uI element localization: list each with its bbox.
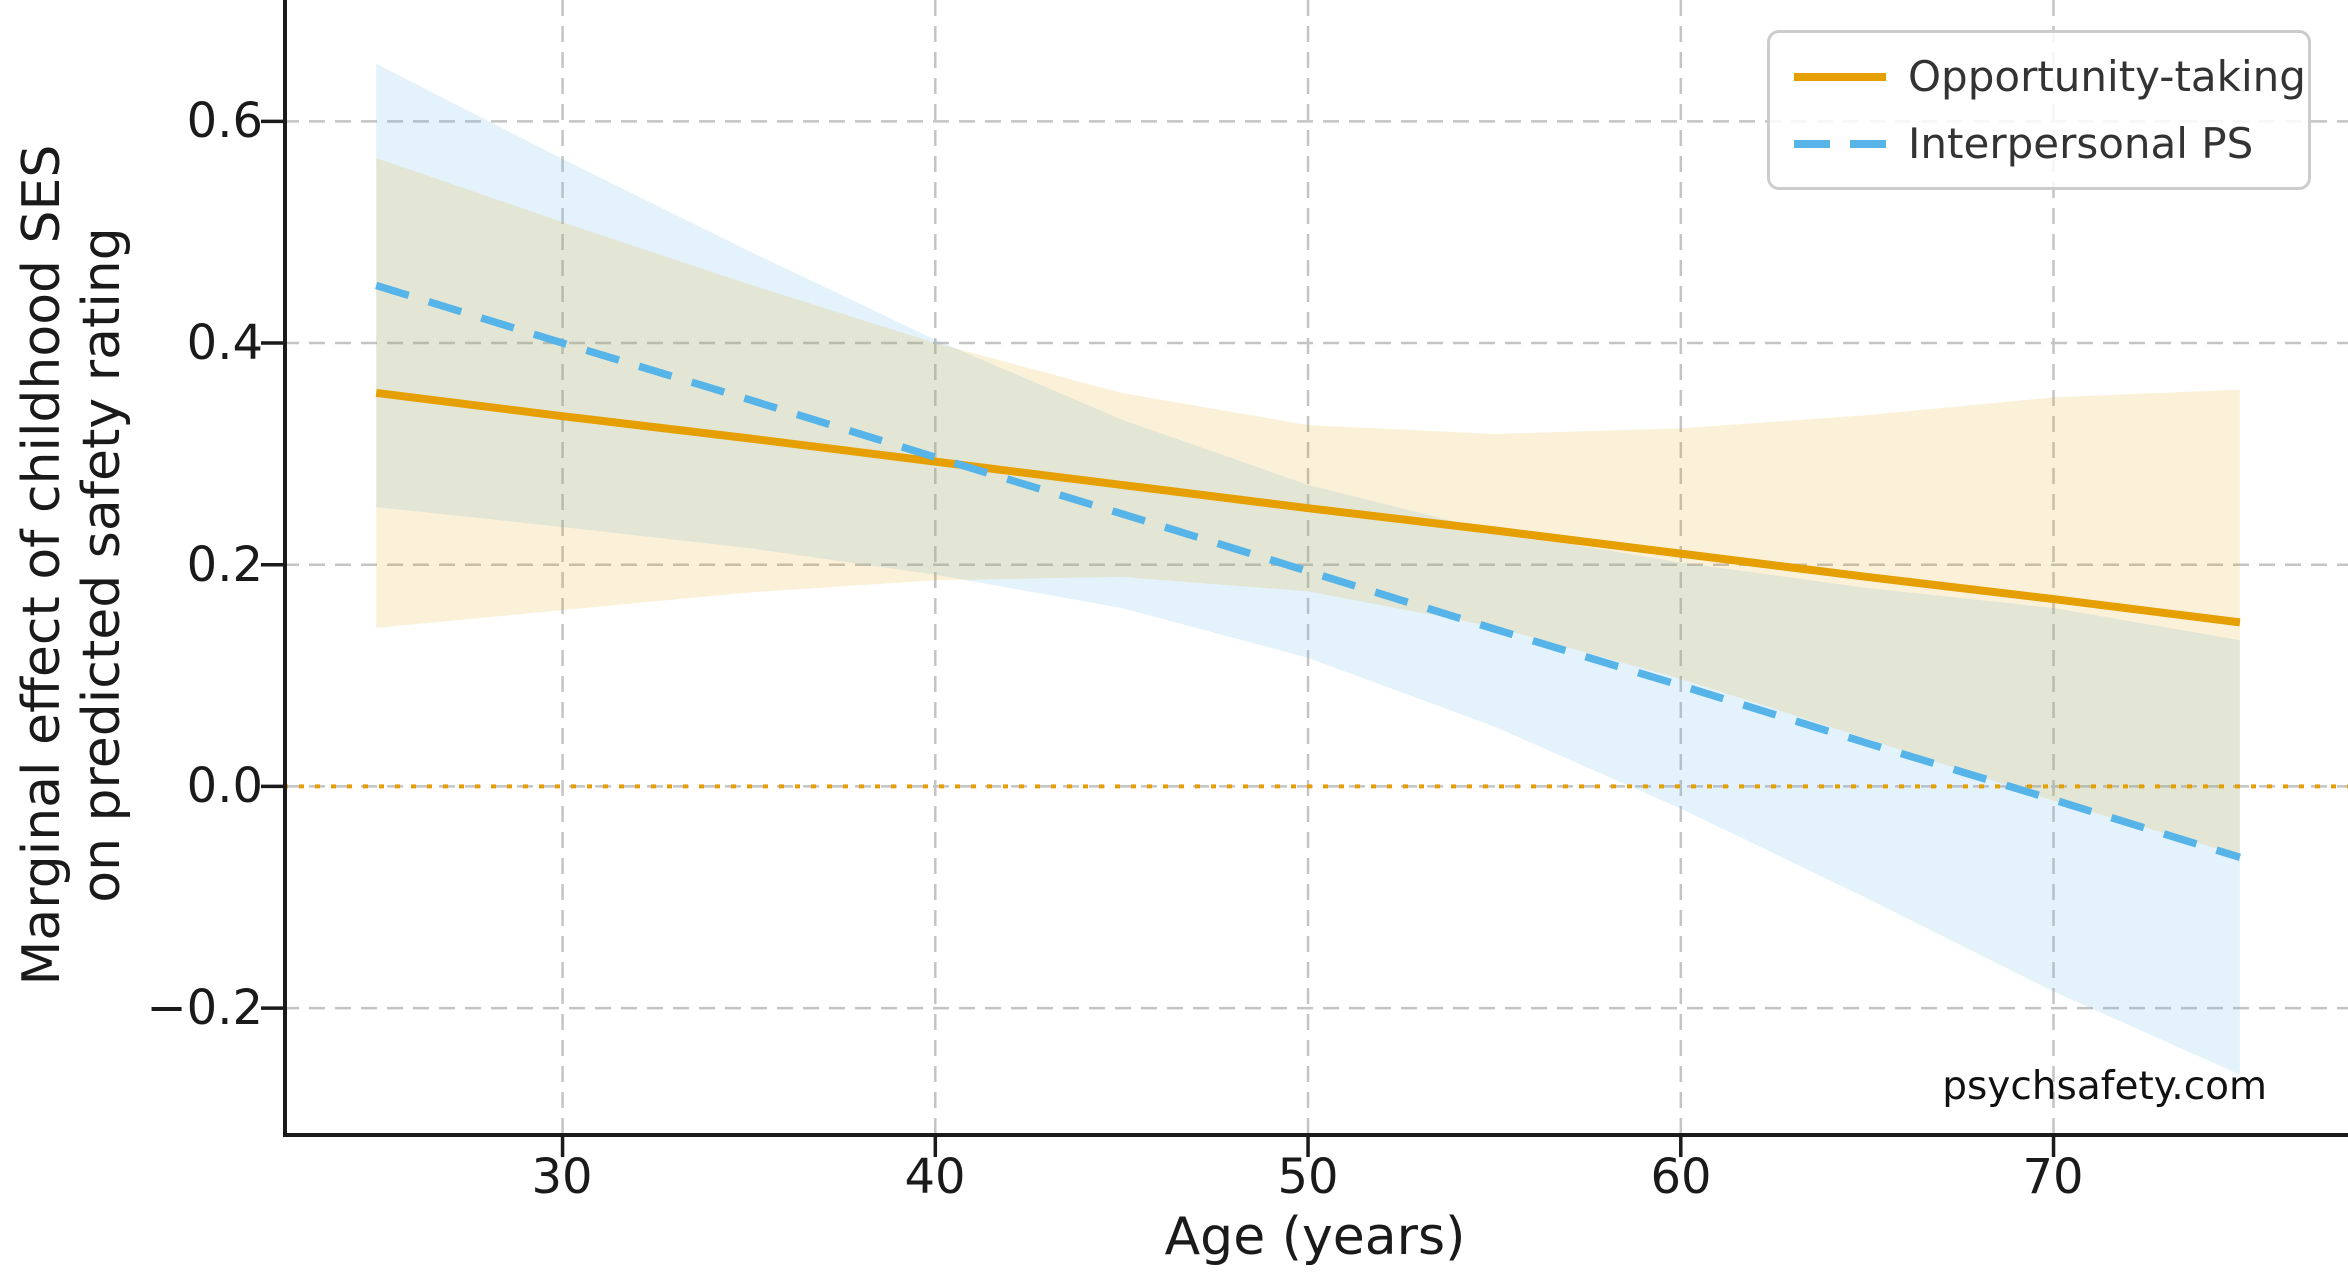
legend-label: Opportunity-taking bbox=[1908, 51, 2306, 101]
y-axis-label-line1: Marginal effect of childhood SES bbox=[12, 144, 72, 986]
x-tick-label: 50 bbox=[1277, 1149, 1339, 1205]
opportunity-taking-line-swatch bbox=[1794, 72, 1886, 81]
y-axis-label: Marginal effect of childhood SES on pred… bbox=[12, 15, 132, 1115]
y-tick-label: 0.0 bbox=[186, 758, 263, 814]
y-tick-label: 0.2 bbox=[186, 537, 263, 593]
interpersonal-ps-line bbox=[375, 281, 2242, 861]
opportunity-taking-line bbox=[375, 388, 2241, 627]
x-tick-label: 70 bbox=[2022, 1149, 2084, 1205]
interpersonal-ps-ci-band bbox=[376, 63, 2240, 1075]
legend-item-interpersonal-ps: Interpersonal PS bbox=[1770, 118, 2308, 168]
x-tick-label: 30 bbox=[531, 1149, 593, 1205]
y-tick-label: 0.4 bbox=[186, 315, 263, 371]
x-tick-label: 40 bbox=[904, 1149, 966, 1205]
watermark-text: psychsafety.com bbox=[1942, 1064, 2267, 1109]
legend-item-opportunity-taking: Opportunity-taking bbox=[1770, 51, 2308, 101]
x-tick-label: 60 bbox=[1650, 1149, 1712, 1205]
y-tick-label: 0.6 bbox=[186, 93, 263, 149]
legend-label: Interpersonal PS bbox=[1908, 118, 2254, 168]
y-axis-label-line2: on predicted safety rating bbox=[72, 227, 132, 903]
legend: Opportunity-taking Interpersonal PS bbox=[1767, 30, 2311, 190]
x-axis-label: Age (years) bbox=[1164, 1207, 1466, 1267]
y-tick-label: −0.2 bbox=[146, 980, 263, 1036]
interpersonal-ps-line-swatch bbox=[1794, 139, 1886, 148]
